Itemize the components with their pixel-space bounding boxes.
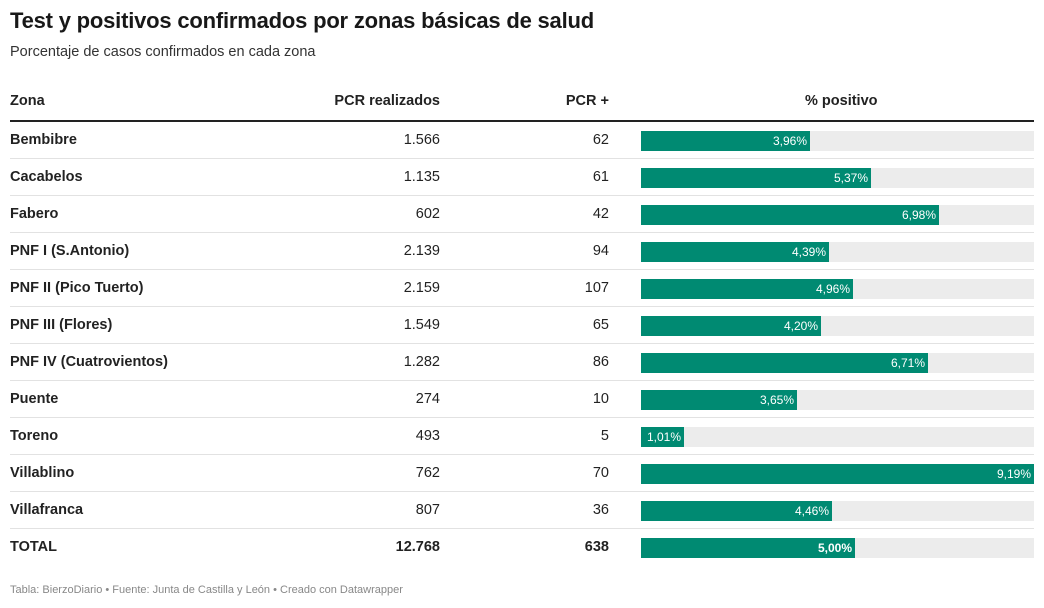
pct-bar: 4,39%: [641, 242, 829, 262]
pcr-positive-cell: 107: [584, 280, 609, 296]
pct-bar: 1,01%: [641, 427, 684, 447]
zona-cell: PNF III (Flores): [10, 317, 113, 333]
pcr-cell: 807: [415, 502, 440, 518]
pcr-positive-cell: 36: [592, 502, 609, 518]
pcr-positive-cell: 42: [592, 206, 609, 222]
table-row: PNF IV (Cuatrovientos) 1.282 86 6,71%: [10, 344, 1034, 381]
pcr-cell: 762: [415, 465, 440, 481]
pcr-cell: 493: [415, 428, 440, 444]
pcr-positive-cell: 86: [592, 354, 609, 370]
pct-bar-track: 4,96%: [641, 279, 1034, 299]
header-pct-positive: % positivo: [805, 93, 878, 109]
pcr-cell: 1.282: [403, 354, 440, 370]
zona-cell: Villafranca: [10, 502, 84, 518]
pct-bar: 5,00%: [641, 538, 855, 558]
table-row: Toreno 493 5 1,01%: [10, 418, 1034, 455]
pct-bar-label: 6,71%: [890, 356, 925, 370]
table-row: PNF II (Pico Tuerto) 2.159 107 4,96%: [10, 270, 1034, 307]
pct-bar-label: 5,00%: [817, 541, 852, 555]
zona-cell: Cacabelos: [10, 169, 83, 185]
pct-bar: 3,96%: [641, 131, 810, 151]
pcr-positive-cell: 10: [592, 391, 609, 407]
pcr-cell: 1.566: [403, 132, 440, 148]
zona-cell: PNF II (Pico Tuerto): [10, 280, 144, 296]
header-pcr-positive: PCR +: [565, 93, 609, 109]
pcr-cell: 12.768: [395, 539, 440, 555]
pct-bar-track: 4,39%: [641, 242, 1034, 262]
table-row: Cacabelos 1.135 61 5,37%: [10, 159, 1034, 196]
pct-bar-track: 4,46%: [641, 501, 1034, 521]
pcr-positive-cell: 94: [592, 243, 609, 259]
pct-bar-track: 5,00%: [641, 538, 1034, 558]
pcr-cell: 1.549: [403, 317, 440, 333]
pct-bar-label: 3,96%: [772, 134, 807, 148]
pct-bar-label: 4,20%: [783, 319, 818, 333]
pct-bar: 6,98%: [641, 205, 939, 225]
pct-bar: 3,65%: [641, 390, 797, 410]
pct-bar-label: 4,39%: [791, 245, 826, 259]
table-row: Fabero 602 42 6,98%: [10, 196, 1034, 233]
zona-cell: Bembibre: [10, 132, 77, 148]
pct-bar: 4,20%: [641, 316, 821, 336]
pct-bar-track: 5,37%: [641, 168, 1034, 188]
pct-bar: 4,96%: [641, 279, 853, 299]
pct-bar: 5,37%: [641, 168, 871, 188]
pcr-positive-cell: 62: [592, 132, 609, 148]
pct-bar-label: 4,96%: [815, 282, 850, 296]
pct-bar-label: 3,65%: [759, 393, 794, 407]
pct-bar-track: 6,98%: [641, 205, 1034, 225]
pcr-cell: 2.139: [403, 243, 440, 259]
zona-cell: Villablino: [10, 465, 75, 481]
table-row: Villafranca 807 36 4,46%: [10, 492, 1034, 529]
header-zona: Zona: [10, 93, 45, 109]
pcr-cell: 602: [415, 206, 440, 222]
pct-bar-track: 9,19%: [641, 464, 1034, 484]
header-pcr: PCR realizados: [334, 93, 440, 109]
zona-cell: Puente: [10, 391, 59, 407]
pct-bar: 9,19%: [641, 464, 1034, 484]
pcr-positive-cell: 65: [592, 317, 609, 333]
source-footer: Tabla: BierzoDiario • Fuente: Junta de C…: [10, 584, 403, 596]
chart-subtitle: Porcentaje de casos confirmados en cada …: [10, 44, 316, 60]
pct-bar-label: 6,98%: [901, 208, 936, 222]
table-row-total: TOTAL 12.768 638 5,00%: [10, 529, 1034, 565]
table-row: Bembibre 1.566 62 3,96%: [10, 122, 1034, 159]
pct-bar-track: 3,96%: [641, 131, 1034, 151]
pcr-positive-cell: 638: [584, 539, 609, 555]
pcr-cell: 2.159: [403, 280, 440, 296]
table-row: PNF I (S.Antonio) 2.139 94 4,39%: [10, 233, 1034, 270]
pcr-positive-cell: 5: [600, 428, 609, 444]
zona-cell: PNF I (S.Antonio): [10, 243, 130, 259]
pct-bar-track: 1,01%: [641, 427, 1034, 447]
pct-bar-track: 6,71%: [641, 353, 1034, 373]
table-row: PNF III (Flores) 1.549 65 4,20%: [10, 307, 1034, 344]
pct-bar-label: 5,37%: [833, 171, 868, 185]
table-header: Zona PCR realizados PCR + % positivo: [10, 84, 1034, 122]
zona-cell: Toreno: [10, 428, 59, 444]
pct-bar-track: 4,20%: [641, 316, 1034, 336]
pcr-cell: 274: [415, 391, 440, 407]
pct-bar-label: 4,46%: [794, 504, 829, 518]
pct-bar-track: 3,65%: [641, 390, 1034, 410]
table-row: Villablino 762 70 9,19%: [10, 455, 1034, 492]
table-body: Bembibre 1.566 62 3,96% Cacabelos 1.135 61 5,37…: [10, 122, 1034, 565]
pcr-cell: 1.135: [403, 169, 440, 185]
zona-cell: TOTAL: [10, 539, 57, 555]
chart-title: Test y positivos confirmados por zonas b…: [10, 8, 594, 33]
pcr-positive-cell: 61: [592, 169, 609, 185]
pct-bar: 4,46%: [641, 501, 832, 521]
pcr-positive-cell: 70: [592, 465, 609, 481]
pct-bar-label: 9,19%: [996, 467, 1031, 481]
table-row: Puente 274 10 3,65%: [10, 381, 1034, 418]
pct-bar-label: 1,01%: [646, 430, 681, 444]
zona-cell: Fabero: [10, 206, 59, 222]
data-table: Zona PCR realizados PCR + % positivo Bem…: [10, 84, 1034, 565]
zona-cell: PNF IV (Cuatrovientos): [10, 354, 168, 370]
pct-bar: 6,71%: [641, 353, 928, 373]
